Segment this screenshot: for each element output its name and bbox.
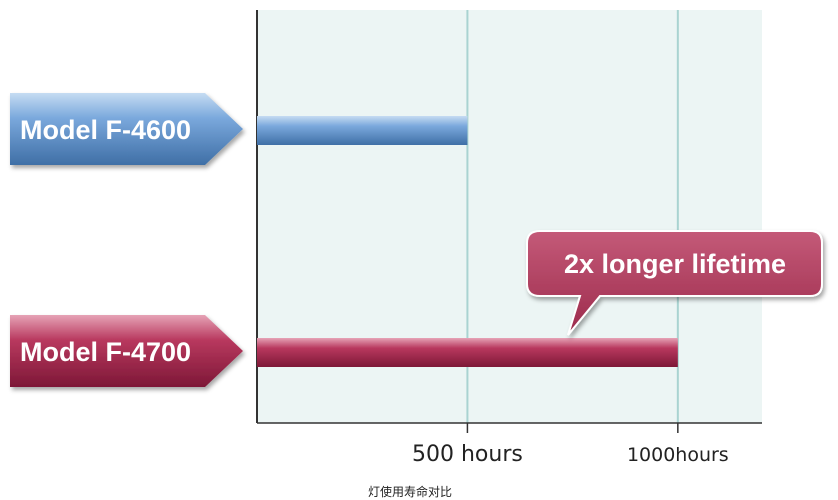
tick-label: 500 hours <box>412 442 523 467</box>
annotation-text: 2x longer lifetime <box>564 249 786 279</box>
category-label-arrow <box>10 93 243 165</box>
chart-caption: 灯使用寿命对比 <box>368 485 453 499</box>
category-label: Model F-4600 <box>20 115 191 145</box>
bar-model-f-4600 <box>257 116 468 145</box>
annotation-callout <box>526 230 823 336</box>
category-label: Model F-4700 <box>20 337 191 367</box>
category-label-arrow <box>10 315 243 387</box>
bar-model-f-4700 <box>257 338 678 367</box>
tick-label: 1000hours <box>627 444 729 466</box>
